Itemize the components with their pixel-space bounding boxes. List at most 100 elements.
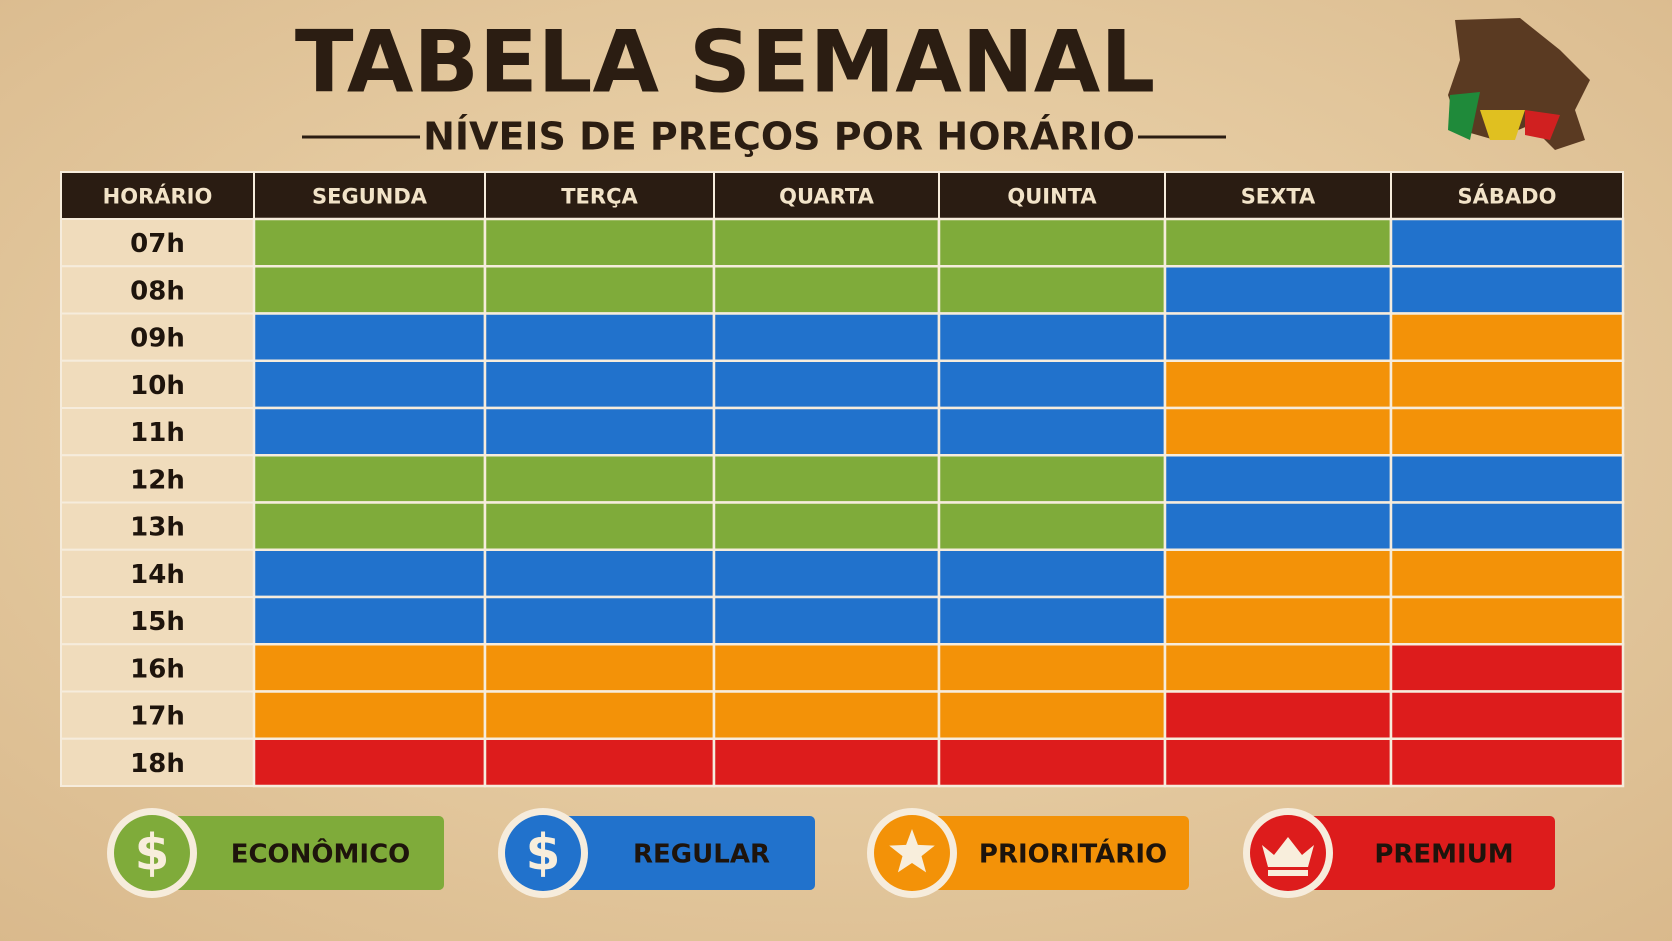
hour-label: 15h <box>130 607 185 637</box>
legend-icon-bg <box>114 815 190 891</box>
hour-label: 09h <box>130 324 185 354</box>
price-cell <box>712 501 941 551</box>
price-cell <box>712 312 941 362</box>
legend-label: PREMIUM <box>1374 840 1513 870</box>
column-header: SEXTA <box>1241 185 1316 209</box>
column-header: TERÇA <box>561 185 638 209</box>
price-cell <box>1389 548 1625 599</box>
price-cell <box>712 406 941 457</box>
hour-label: 12h <box>130 465 185 495</box>
price-cell <box>1389 454 1625 504</box>
title: TABELA SEMANAL <box>295 12 1155 112</box>
price-cell <box>937 265 1167 315</box>
price-cell <box>1389 265 1625 315</box>
header-cell <box>60 171 255 220</box>
price-cell <box>712 548 941 599</box>
hour-cell <box>60 501 255 551</box>
column-header: QUINTA <box>1007 185 1097 209</box>
price-cell <box>483 359 716 410</box>
price-cell <box>252 737 487 788</box>
legend: $ ECONÔMICO $ REGULAR PRIORITÁRIO PREMIUM <box>107 808 1555 898</box>
hour-label: 11h <box>130 418 185 448</box>
price-cell <box>252 548 487 599</box>
price-cell <box>483 312 716 362</box>
price-cell <box>1163 548 1393 599</box>
price-cell <box>252 690 487 740</box>
legend-pill <box>1288 816 1555 890</box>
price-cell <box>1163 312 1393 362</box>
price-cell <box>937 217 1167 268</box>
price-cell <box>1163 217 1393 268</box>
price-cell <box>1163 501 1393 551</box>
hour-cell <box>60 596 255 646</box>
price-cell <box>483 217 716 268</box>
price-cell <box>937 359 1167 410</box>
legend-icon <box>1262 837 1314 876</box>
price-cell <box>937 501 1167 551</box>
price-cell <box>483 548 716 599</box>
price-cell <box>937 406 1167 457</box>
legend-label: ECONÔMICO <box>231 838 411 870</box>
price-cell <box>937 548 1167 599</box>
hour-label: 16h <box>130 654 185 684</box>
price-cell <box>937 454 1167 504</box>
price-cell <box>252 595 487 646</box>
legend-icon <box>889 829 935 873</box>
legend-pill <box>912 816 1189 890</box>
price-cell <box>712 595 941 646</box>
hour-label: 08h <box>130 276 185 306</box>
price-cell <box>252 643 487 693</box>
hour-cell <box>60 643 255 693</box>
price-cell <box>937 690 1167 740</box>
price-cell <box>1163 595 1393 646</box>
hour-label: 07h <box>130 229 185 259</box>
price-cell <box>937 643 1167 693</box>
price-cell <box>483 643 716 693</box>
price-cell <box>1163 265 1393 315</box>
price-cell <box>712 643 941 693</box>
price-cell <box>1163 454 1393 504</box>
price-cell <box>1389 501 1625 551</box>
price-cell <box>483 501 716 551</box>
price-cell <box>937 595 1167 646</box>
legend-pill <box>152 816 444 890</box>
price-cell <box>712 265 941 315</box>
legend-icon-bg <box>505 815 581 891</box>
price-cell <box>1389 312 1625 362</box>
legend-label: PRIORITÁRIO <box>979 838 1167 870</box>
column-header: QUARTA <box>779 185 874 209</box>
price-cell <box>252 312 487 362</box>
price-cell <box>252 359 487 410</box>
price-cell <box>252 217 487 268</box>
logo <box>1448 18 1590 150</box>
legend-icon: $ <box>135 824 170 882</box>
hour-cell <box>60 548 255 598</box>
price-cell <box>252 454 487 504</box>
price-cell <box>483 265 716 315</box>
price-cell <box>712 217 941 268</box>
legend-icon: $ <box>526 824 561 882</box>
price-cell <box>1163 690 1393 740</box>
price-cell <box>1163 406 1393 457</box>
hour-cell <box>60 454 255 504</box>
price-cell <box>483 690 716 740</box>
hour-label: 10h <box>130 371 185 401</box>
subtitle: NÍVEIS DE PREÇOS POR HORÁRIO <box>423 115 1135 159</box>
price-cell <box>1389 217 1625 268</box>
hour-cell <box>60 737 255 787</box>
hour-cell <box>60 218 255 268</box>
price-cell <box>712 454 941 504</box>
price-cell <box>712 690 941 740</box>
hour-cell <box>60 312 255 362</box>
price-cell <box>483 737 716 788</box>
price-cell <box>1163 737 1393 788</box>
price-cell <box>937 737 1167 788</box>
price-cell <box>937 312 1167 362</box>
table: HORÁRIO SEGUNDA TERÇA QUARTA QUINTA SEXTA SÁBA… <box>60 171 1625 788</box>
price-cell <box>1389 643 1625 693</box>
price-cell <box>1163 643 1393 693</box>
hour-label: 14h <box>130 560 185 590</box>
price-cell <box>1389 737 1625 788</box>
